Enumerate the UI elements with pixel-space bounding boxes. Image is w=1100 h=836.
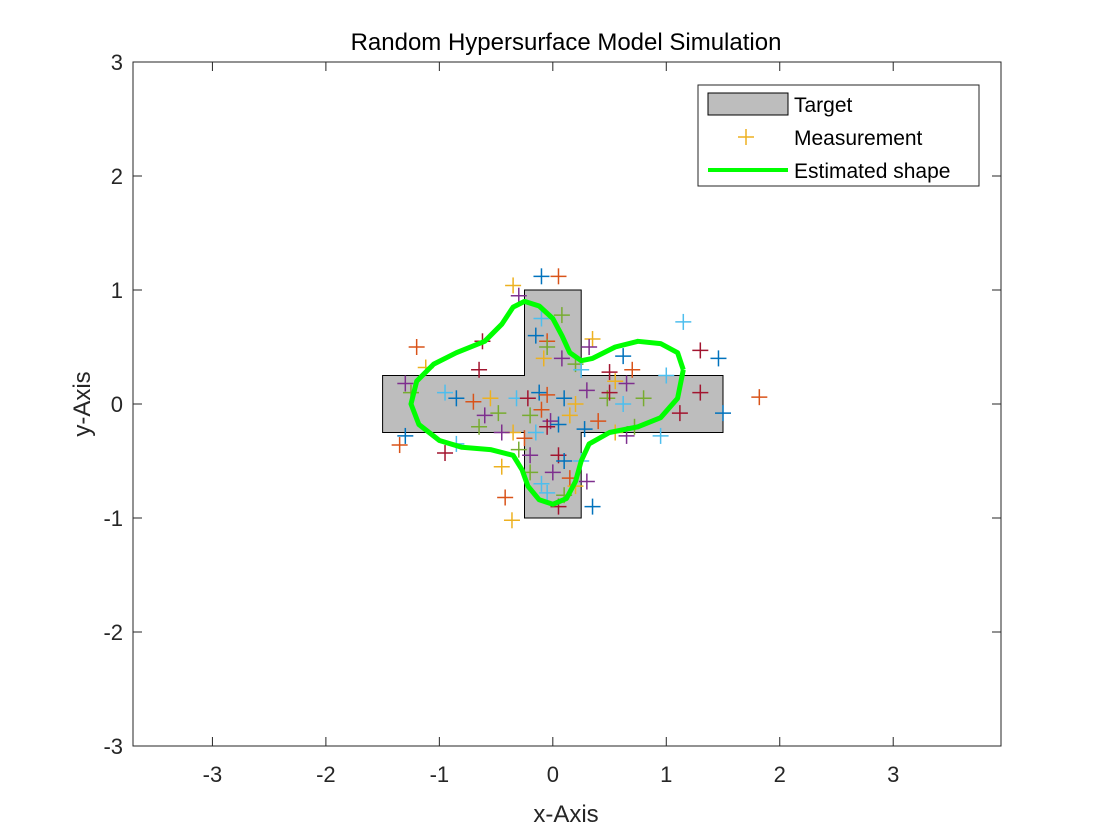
axes-layer: -3 -2 -1 0 1 2 3 -3 -2 -1 0 1 2 3 (103, 50, 1001, 787)
measurement-point (522, 407, 539, 424)
measurement-point (503, 512, 520, 529)
x-tick-label: 1 (660, 762, 672, 787)
y-tick-label: -3 (103, 734, 123, 759)
measurement-point (505, 277, 522, 294)
measurement-point (671, 405, 688, 422)
measurement-point (539, 418, 556, 435)
x-tick-label: -1 (430, 762, 450, 787)
measurement-point (497, 489, 514, 506)
measurement-point (531, 384, 548, 401)
measurement-point (601, 384, 618, 401)
measurement-point (584, 498, 601, 515)
measurement-point (482, 390, 499, 407)
measurement-point (527, 424, 544, 441)
measurement-point (675, 313, 692, 330)
measurement-point (556, 453, 573, 469)
y-tick-label: -1 (103, 506, 123, 531)
measurement-point (692, 342, 709, 359)
x-tick-label: 2 (774, 762, 786, 787)
chart-title: Random Hypersurface Model Simulation (351, 29, 782, 56)
measurement-point (635, 390, 652, 407)
measurement-point (516, 430, 533, 447)
measurement-point (561, 407, 578, 424)
measurement-point (652, 427, 669, 444)
measurement-point (510, 441, 527, 458)
y-tick-label: -2 (103, 620, 123, 645)
measurement-point (539, 484, 556, 501)
measurement-point (397, 427, 414, 444)
measurement-point (533, 401, 550, 418)
measurement-point (437, 445, 454, 462)
measurement-point (533, 475, 550, 492)
y-tick-label: 0 (111, 392, 123, 417)
x-tick-label: -2 (316, 762, 336, 787)
measurement-point (471, 361, 488, 378)
x-tick-label: -3 (203, 762, 223, 787)
estimate-layer (408, 298, 686, 507)
y-tick-label: 3 (111, 50, 123, 75)
legend-target-swatch (707, 92, 789, 116)
measurement-point (493, 458, 510, 475)
legend-target-label: Target (794, 94, 853, 117)
measurement-point (710, 350, 727, 367)
measurement-point (618, 375, 635, 392)
measurement-point (533, 268, 550, 285)
measurement-point (539, 339, 556, 355)
measurement-point (535, 350, 552, 367)
measurement-point (751, 389, 768, 406)
measurement-layer (391, 268, 768, 529)
legend-measurement-marker (738, 129, 754, 145)
measurement-point (465, 393, 482, 410)
measurement-point (471, 418, 488, 435)
measurement-point (584, 331, 601, 348)
measurement-point (391, 437, 408, 454)
measurement-point (550, 416, 567, 433)
measurement-point (715, 405, 732, 422)
measurement-point (493, 424, 510, 441)
measurement-point (533, 310, 550, 327)
measurement-point (590, 413, 607, 430)
x-tick-label: 0 (547, 762, 559, 787)
measurement-point (624, 361, 641, 378)
measurement-point (615, 396, 632, 412)
measurement-point (692, 384, 709, 401)
measurement-point (550, 268, 567, 285)
measurement-point (448, 390, 465, 407)
x-axis-title: x-Axis (533, 801, 598, 828)
legend: Target Measurement Estimated shape (697, 84, 980, 187)
measurement-point (578, 382, 595, 399)
measurement-point (437, 384, 454, 401)
measurement-point (573, 361, 590, 378)
measurement-point (408, 339, 425, 355)
measurement-point (510, 287, 527, 304)
estimated-shape-line (408, 298, 686, 507)
measurement-point (601, 364, 618, 381)
measurement-point (490, 405, 507, 422)
measurement-point (519, 390, 536, 407)
measurement-point (567, 396, 584, 412)
measurement-point (615, 348, 632, 365)
y-axis-title: y-Axis (69, 371, 96, 436)
measurement-point (556, 390, 573, 407)
measurement-point (476, 407, 493, 424)
measurement-point (539, 386, 556, 403)
measurement-point (581, 339, 598, 355)
measurement-point (553, 307, 570, 324)
measurement-point (578, 473, 595, 490)
measurement-point (397, 375, 414, 392)
measurement-point (658, 367, 675, 384)
x-tick-label: 3 (887, 762, 899, 787)
y-tick-label: 1 (111, 278, 123, 303)
measurement-point (544, 464, 561, 481)
legend-estimate-label: Estimated shape (794, 160, 950, 183)
measurement-point (527, 327, 544, 344)
measurement-point (607, 373, 624, 390)
measurement-point (576, 421, 593, 438)
measurement-point (553, 350, 570, 367)
legend-measurement-label: Measurement (794, 127, 923, 150)
y-tick-label: 2 (111, 164, 123, 189)
measurement-point (522, 447, 539, 464)
